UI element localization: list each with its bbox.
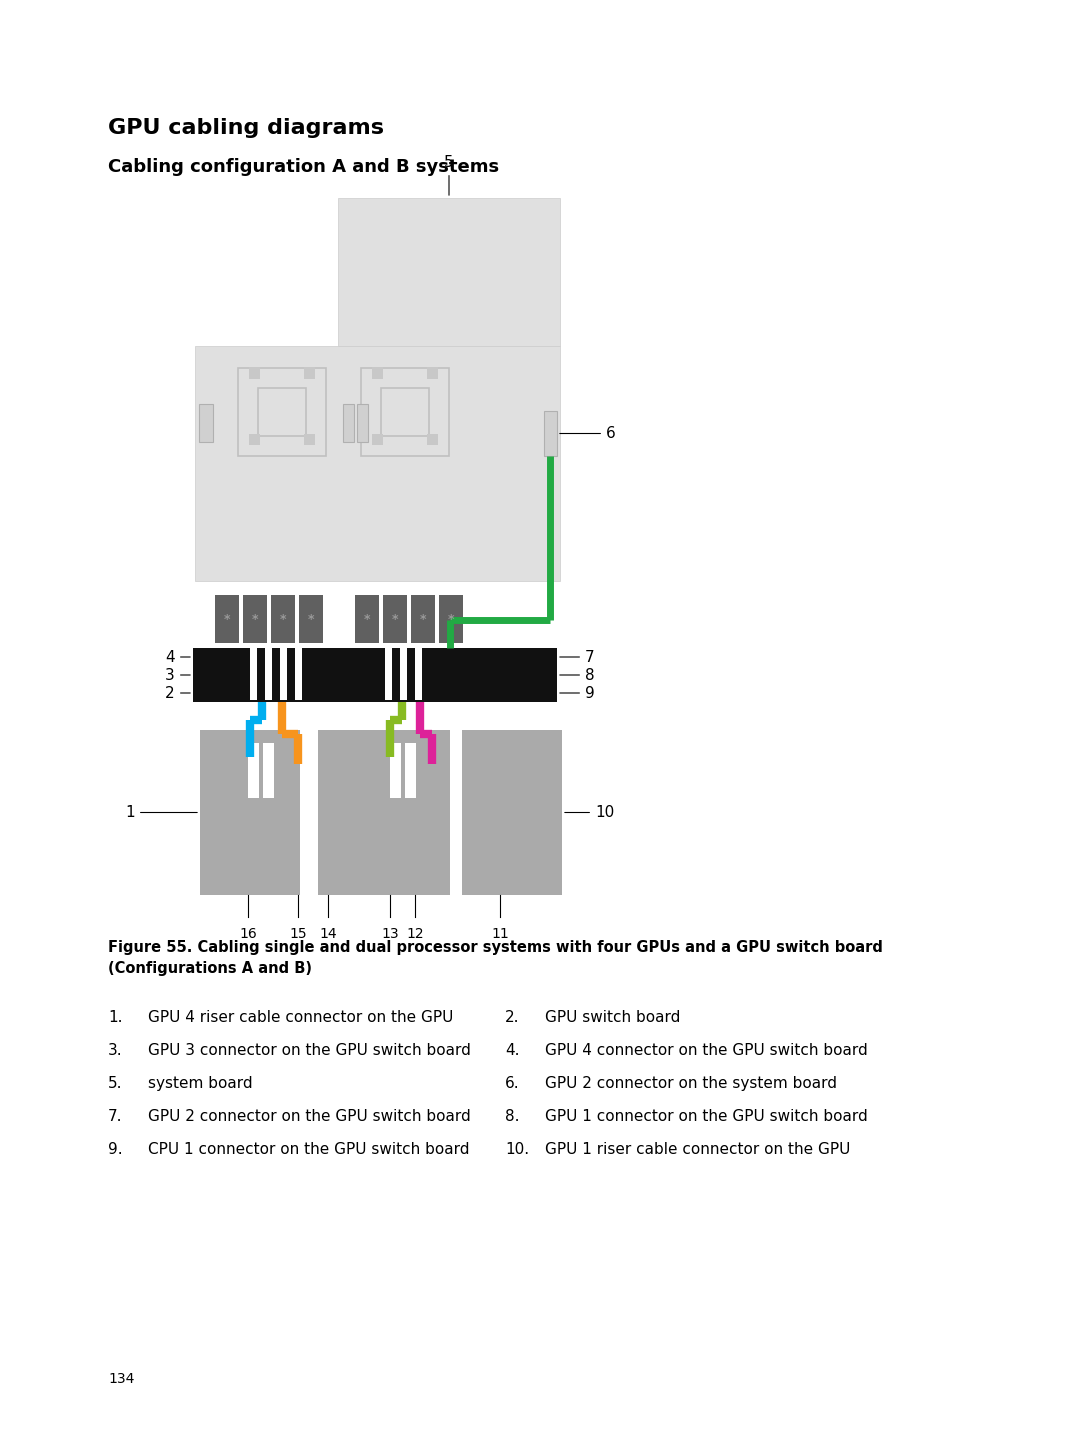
Text: 9: 9 [559, 685, 595, 700]
Text: 1: 1 [125, 804, 198, 820]
Text: 8: 8 [559, 667, 595, 683]
Bar [248, 367, 260, 379]
Bar [303, 367, 315, 379]
Bar [372, 435, 383, 446]
Bar [343, 404, 354, 442]
Text: *: * [364, 612, 370, 625]
Bar [318, 730, 386, 895]
Bar [384, 648, 392, 700]
Bar [299, 595, 323, 642]
Text: 6: 6 [559, 426, 616, 442]
Text: Figure 55. Cabling single and dual processor systems with four GPUs and a GPU sw: Figure 55. Cabling single and dual proce… [108, 941, 882, 977]
Text: *: * [420, 612, 427, 625]
Bar [544, 412, 557, 456]
Bar [360, 684, 557, 703]
Text: 14: 14 [320, 926, 337, 941]
Bar [382, 730, 450, 895]
Text: *: * [392, 612, 399, 625]
Text: *: * [308, 612, 314, 625]
Text: *: * [224, 612, 230, 625]
Bar [390, 743, 401, 797]
Text: GPU 4 riser cable connector on the GPU: GPU 4 riser cable connector on the GPU [148, 1010, 454, 1025]
Text: GPU 3 connector on the GPU switch board: GPU 3 connector on the GPU switch board [148, 1043, 471, 1058]
Text: GPU 2 connector on the system board: GPU 2 connector on the system board [545, 1076, 837, 1091]
Bar [415, 648, 422, 700]
Text: *: * [280, 612, 286, 625]
Text: CPU 1 connector on the GPU switch board: CPU 1 connector on the GPU switch board [148, 1141, 470, 1157]
Text: 4: 4 [165, 650, 190, 664]
Bar [383, 595, 407, 642]
Text: 2: 2 [165, 685, 190, 700]
Text: 12: 12 [406, 926, 423, 941]
Text: 3.: 3. [108, 1043, 123, 1058]
Bar [200, 730, 300, 895]
Bar [427, 367, 438, 379]
Bar [411, 595, 435, 642]
Bar [357, 404, 368, 442]
Text: 134: 134 [108, 1372, 134, 1387]
Bar [248, 435, 260, 446]
Bar [193, 665, 411, 684]
Bar [405, 743, 416, 797]
Text: 15: 15 [289, 926, 307, 941]
Bar [427, 435, 438, 446]
Text: 4.: 4. [505, 1043, 519, 1058]
Bar [400, 648, 407, 700]
Text: 11: 11 [491, 926, 509, 941]
Text: 5: 5 [444, 155, 454, 195]
Text: *: * [252, 612, 258, 625]
Bar [280, 648, 287, 700]
Text: *: * [448, 612, 455, 625]
Text: 16: 16 [239, 926, 257, 941]
Bar [360, 665, 557, 684]
Bar [372, 367, 383, 379]
Bar [258, 387, 307, 436]
Bar [338, 198, 561, 346]
Text: 7: 7 [559, 650, 595, 664]
Text: 10.: 10. [505, 1141, 529, 1157]
Bar [381, 387, 429, 436]
Bar [248, 743, 259, 797]
Bar [360, 648, 557, 665]
Bar [249, 648, 257, 700]
Bar [238, 369, 326, 456]
Bar [195, 346, 561, 581]
Text: GPU 1 connector on the GPU switch board: GPU 1 connector on the GPU switch board [545, 1108, 867, 1124]
Bar [265, 648, 272, 700]
Text: 3: 3 [165, 667, 190, 683]
Text: GPU 2 connector on the GPU switch board: GPU 2 connector on the GPU switch board [148, 1108, 471, 1124]
Bar [264, 743, 274, 797]
Bar [295, 648, 302, 700]
Bar [303, 435, 315, 446]
Bar [438, 595, 463, 642]
Bar [243, 595, 267, 642]
Text: 5.: 5. [108, 1076, 122, 1091]
Bar [199, 404, 213, 442]
Bar [462, 730, 562, 895]
Text: 2.: 2. [505, 1010, 519, 1025]
Text: 9.: 9. [108, 1141, 123, 1157]
Text: GPU 1 riser cable connector on the GPU: GPU 1 riser cable connector on the GPU [545, 1141, 850, 1157]
Text: GPU cabling diagrams: GPU cabling diagrams [108, 118, 384, 138]
Bar [361, 369, 449, 456]
Text: 7.: 7. [108, 1108, 122, 1124]
Bar [271, 595, 295, 642]
Bar [193, 684, 411, 703]
Text: system board: system board [148, 1076, 253, 1091]
Text: GPU 4 connector on the GPU switch board: GPU 4 connector on the GPU switch board [545, 1043, 867, 1058]
Text: GPU switch board: GPU switch board [545, 1010, 680, 1025]
Text: 1.: 1. [108, 1010, 122, 1025]
Bar [215, 595, 239, 642]
Text: Cabling configuration A and B systems: Cabling configuration A and B systems [108, 158, 499, 176]
Text: 6.: 6. [505, 1076, 519, 1091]
Text: 8.: 8. [505, 1108, 519, 1124]
Bar [193, 648, 411, 665]
Text: 10: 10 [565, 804, 615, 820]
Bar [355, 595, 379, 642]
Text: 13: 13 [381, 926, 399, 941]
